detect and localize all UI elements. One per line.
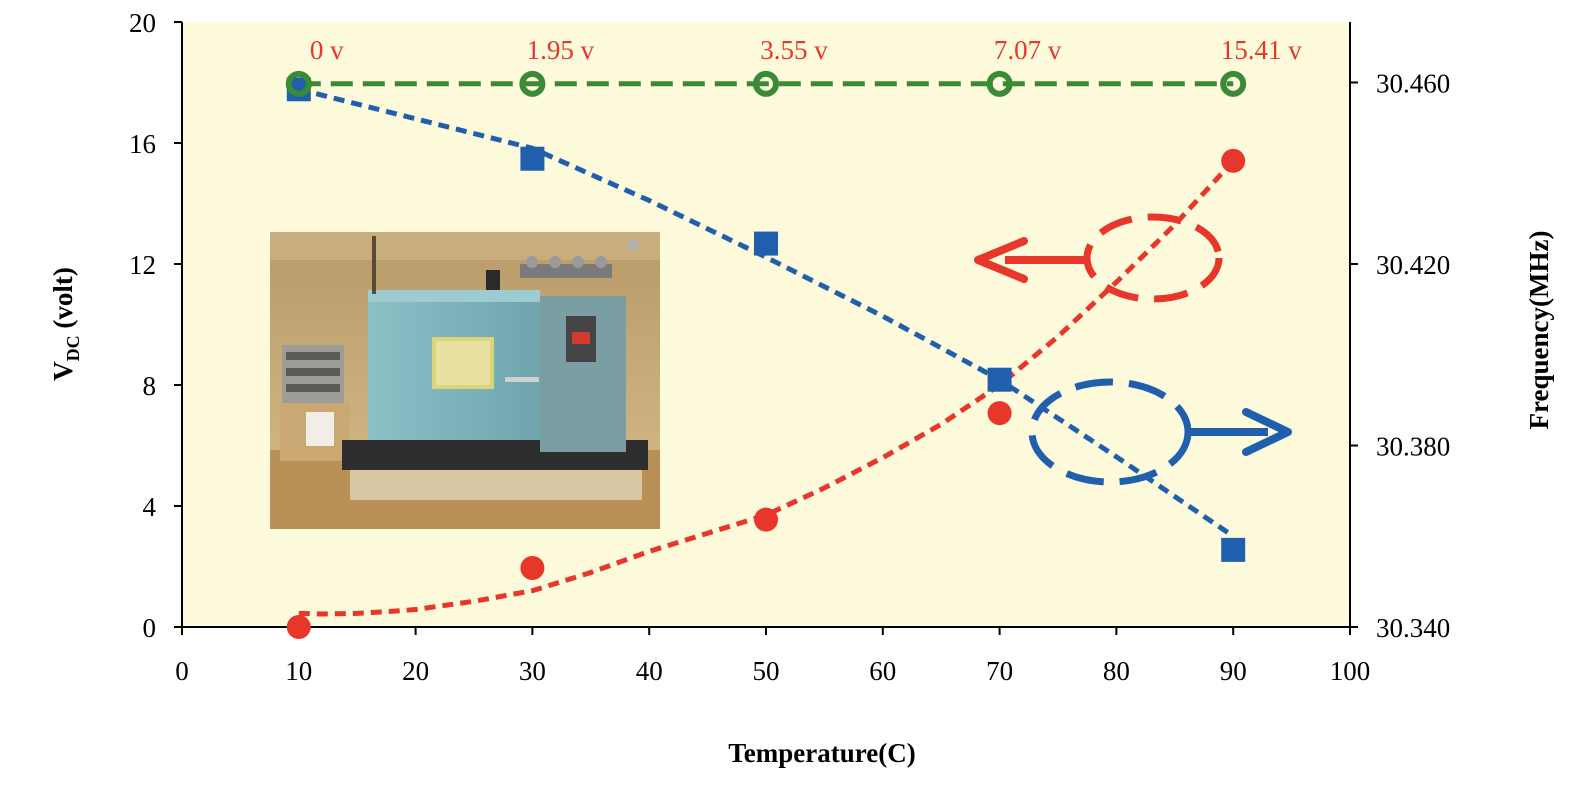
y-axis-title-left: VDC (volt) (48, 267, 83, 381)
voltage-point (520, 556, 545, 581)
frequency-point (754, 231, 778, 256)
left-axis-indicator (974, 213, 1223, 303)
frequency-compensated-point (1220, 70, 1247, 97)
x-tick-label: 30 (519, 656, 546, 686)
y-left-tick-label: 0 (143, 613, 157, 643)
voltage-labels: 0 v 1.95 v 3.55 v 7.07 v 15.41 v (310, 35, 1302, 65)
y-left-tick-label: 16 (129, 129, 156, 159)
frequency-compensated-point (285, 70, 312, 97)
x-tick-label: 70 (986, 656, 1013, 686)
frequency-point (987, 367, 1012, 392)
y-axis-title-right: Frequency(MHz) (1524, 231, 1554, 430)
y-right-tick-label: 30.380 (1376, 431, 1450, 461)
y-ticks-right: 30.340 30.380 30.420 30.460 (1350, 68, 1450, 643)
y-ticks-left: 0 4 8 12 16 20 (129, 8, 182, 643)
x-axis-title: Temperature(C) (728, 738, 915, 768)
voltage-label: 1.95 v (527, 35, 595, 65)
frequency-trend-line (298, 86, 1235, 539)
frequency-compensated-point (519, 70, 546, 97)
voltage-label: 7.07 v (994, 35, 1062, 65)
y-right-tick-label: 30.340 (1376, 613, 1450, 643)
x-tick-label: 0 (175, 656, 189, 686)
data-markers (285, 70, 1247, 639)
x-tick-label: 100 (1330, 656, 1371, 686)
y-left-tick-label: 8 (143, 371, 157, 401)
voltage-trend-line (298, 159, 1236, 617)
voltage-point (987, 401, 1012, 426)
voltage-label: 15.41 v (1221, 35, 1303, 65)
y-left-tick-label: 20 (129, 8, 156, 38)
x-tick-label: 80 (1103, 656, 1130, 686)
x-tick-label: 10 (285, 656, 312, 686)
frequency-compensated-point (753, 70, 779, 97)
x-tick-label: 40 (636, 656, 663, 686)
voltage-point (1221, 148, 1246, 173)
temperature-chamber-photo (270, 232, 660, 529)
x-tick-label: 20 (402, 656, 429, 686)
y-right-tick-label: 30.460 (1376, 68, 1450, 98)
y-left-tick-label: 12 (129, 250, 156, 280)
x-tick-label: 60 (869, 656, 896, 686)
voltage-point (754, 507, 778, 532)
voltage-label: 3.55 v (760, 35, 828, 65)
x-tick-label: 90 (1220, 656, 1247, 686)
voltage-label: 0 v (310, 35, 344, 65)
trend-lines (298, 81, 1236, 617)
y-right-tick-label: 30.420 (1376, 250, 1450, 280)
voltage-point (286, 615, 311, 639)
right-axis-indicator (1028, 378, 1292, 486)
x-ticks: 0 10 20 30 40 50 60 70 80 90 100 (175, 627, 1370, 686)
frequency-point (1221, 537, 1246, 562)
frequency-point (520, 146, 545, 171)
frequency-compensated-point (986, 70, 1013, 97)
y-left-tick-label: 4 (143, 492, 157, 522)
x-tick-label: 50 (753, 656, 780, 686)
